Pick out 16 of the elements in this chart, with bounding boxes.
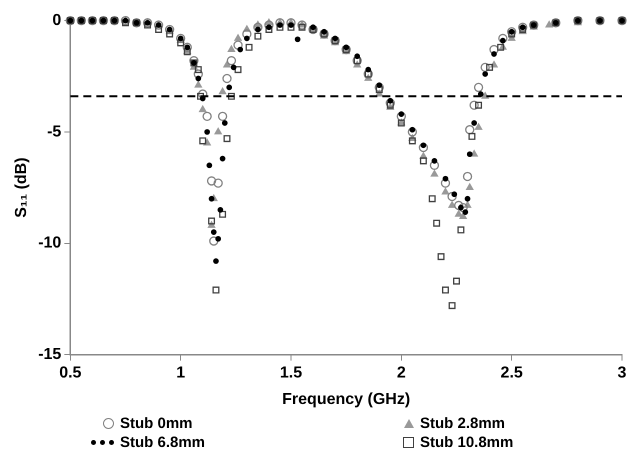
legend-label: Stub 2.8mm — [420, 415, 506, 432]
x-tick-label: 1.5 — [280, 364, 302, 382]
x-tick-label: 2 — [396, 364, 406, 382]
legend-label: Stub 0mm — [120, 415, 193, 432]
y-tick-label: -5 — [47, 123, 62, 140]
x-tick-label: 1 — [176, 364, 186, 382]
x-tick-label: 3 — [618, 364, 627, 382]
legend-label: Stub 10.8mm — [420, 434, 514, 451]
x-axis-title: Frequency (GHz) — [282, 390, 410, 408]
x-tick-label: 2.5 — [500, 364, 523, 382]
legend-label: Stub 6.8mm — [120, 434, 206, 451]
y-axis-title: S₁₁ (dB) — [13, 157, 30, 218]
x-tick-label: 0.5 — [59, 364, 82, 382]
y-tick-label: 0 — [52, 12, 62, 30]
y-tick-label: -15 — [38, 346, 62, 364]
y-tick-label: -10 — [38, 234, 62, 252]
